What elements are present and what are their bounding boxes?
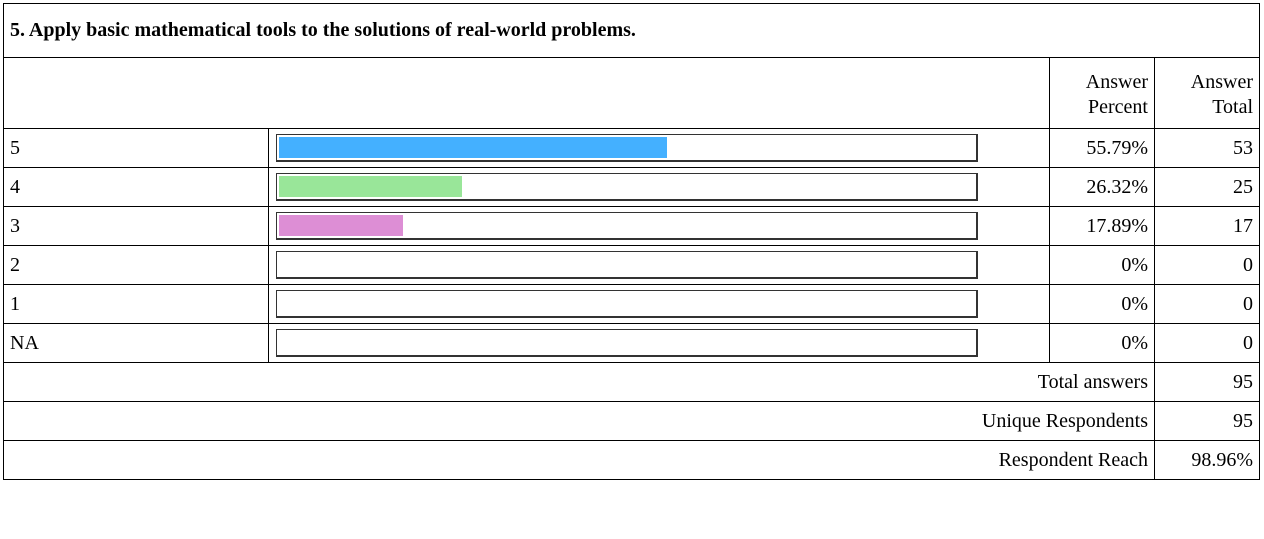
answer-total: 0: [1154, 323, 1260, 363]
answer-option-label: NA: [3, 323, 269, 363]
header-blank: [3, 57, 1050, 129]
answer-percent: 0%: [1049, 284, 1155, 324]
answer-bar-cell: [268, 245, 1050, 285]
answer-total: 17: [1154, 206, 1260, 246]
answer-bar-fill: [279, 137, 667, 158]
answer-bar-cell: [268, 323, 1050, 363]
answer-total: 0: [1154, 284, 1260, 324]
answer-option-label: 2: [3, 245, 269, 285]
answer-percent: 26.32%: [1049, 167, 1155, 207]
answer-bar-fill: [279, 215, 403, 236]
survey-results-table: 5. Apply basic mathematical tools to the…: [3, 3, 1260, 480]
answer-percent-header-line2: Percent: [1088, 95, 1148, 118]
answer-total: 25: [1154, 167, 1260, 207]
answer-percent: 55.79%: [1049, 128, 1155, 168]
summary-label: Total answers: [3, 362, 1155, 402]
answer-percent-header-line1: Answer: [1085, 70, 1148, 93]
answer-total: 53: [1154, 128, 1260, 168]
answer-total-header-line2: Total: [1212, 95, 1253, 118]
answer-bar-track: [276, 173, 978, 201]
answer-row: NA 0% 0: [3, 323, 1260, 363]
answer-bar-track: [276, 290, 978, 318]
question-title: 5. Apply basic mathematical tools to the…: [3, 3, 1260, 58]
answer-row: 3 17.89% 17: [3, 206, 1260, 246]
answer-bar-fill: [279, 176, 462, 197]
answer-total: 0: [1154, 245, 1260, 285]
answer-option-label: 3: [3, 206, 269, 246]
summary-value: 98.96%: [1154, 440, 1260, 480]
answer-option-label: 1: [3, 284, 269, 324]
summary-row: Respondent Reach 98.96%: [3, 440, 1260, 480]
summary-label: Unique Respondents: [3, 401, 1155, 441]
summary-row: Unique Respondents 95: [3, 401, 1260, 441]
answer-bar-cell: [268, 128, 1050, 168]
summary-value: 95: [1154, 362, 1260, 402]
answer-bar-cell: [268, 167, 1050, 207]
answer-bar-cell: [268, 206, 1050, 246]
answer-row: 5 55.79% 53: [3, 128, 1260, 168]
answer-bar-track: [276, 329, 978, 357]
answer-option-label: 4: [3, 167, 269, 207]
answer-row: 1 0% 0: [3, 284, 1260, 324]
answer-total-header-line1: Answer: [1190, 70, 1253, 93]
answer-bar-track: [276, 134, 978, 162]
answer-option-label: 5: [3, 128, 269, 168]
answer-percent: 17.89%: [1049, 206, 1155, 246]
answer-percent: 0%: [1049, 323, 1155, 363]
answer-row: 4 26.32% 25: [3, 167, 1260, 207]
summary-label: Respondent Reach: [3, 440, 1155, 480]
answer-percent: 0%: [1049, 245, 1155, 285]
summary-value: 95: [1154, 401, 1260, 441]
answer-total-header: Answer Total: [1154, 57, 1260, 129]
answer-bar-track: [276, 212, 978, 240]
answer-percent-header: Answer Percent: [1049, 57, 1155, 129]
answer-bar-cell: [268, 284, 1050, 324]
answer-row: 2 0% 0: [3, 245, 1260, 285]
answer-bar-track: [276, 251, 978, 279]
summary-row: Total answers 95: [3, 362, 1260, 402]
